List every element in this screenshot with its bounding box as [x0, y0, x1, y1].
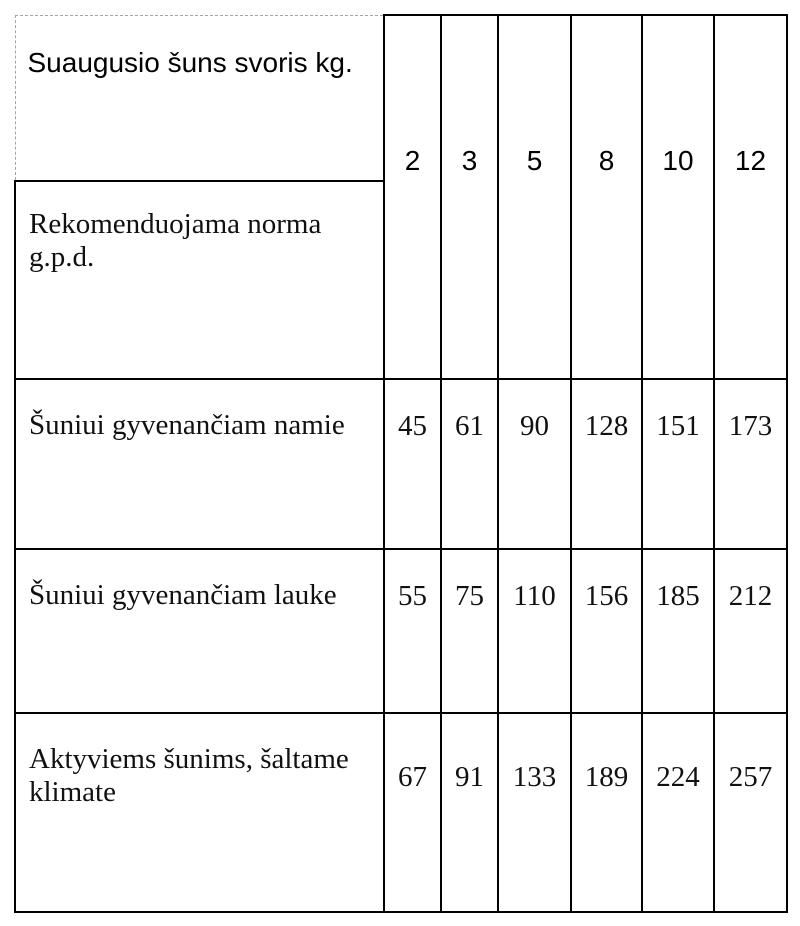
cell-value: 61 [455, 410, 484, 442]
cell-value: 173 [728, 410, 773, 442]
cell-value: 90 [520, 410, 549, 442]
weight-header-label: Suaugusio šuns svoris kg. [27, 46, 353, 78]
value-cell[interactable]: 90 [497, 378, 572, 550]
value-cell[interactable]: 156 [570, 548, 643, 714]
cell-value: 128 [584, 410, 629, 442]
weight-col-12[interactable]: 12 [713, 14, 788, 380]
norm-header-label: Rekomenduojama norma g.p.d. [29, 208, 322, 273]
cell-value: 156 [584, 580, 629, 612]
weight-header-cell[interactable]: Suaugusio šuns svoris kg. [14, 14, 385, 182]
value-cell[interactable]: 67 [383, 712, 442, 913]
dog-food-norm-table: Suaugusio šuns svoris kg. 2 3 5 8 10 12 … [14, 14, 788, 913]
cell-value: 91 [455, 761, 484, 793]
value-cell[interactable]: 212 [713, 548, 788, 714]
value-cell[interactable]: 55 [383, 548, 442, 714]
value-cell[interactable]: 128 [570, 378, 643, 550]
value-cell[interactable]: 45 [383, 378, 442, 550]
weight-col-3[interactable]: 3 [440, 14, 499, 380]
value-cell[interactable]: 91 [440, 712, 499, 913]
value-cell[interactable]: 75 [440, 548, 499, 714]
row-label-cell[interactable]: Aktyviems šunims, šaltame klimate [14, 712, 385, 913]
weight-value: 8 [598, 145, 615, 176]
table-row-namie: Šuniui gyvenančiam namie 45 61 90 128 15… [14, 378, 788, 550]
value-cell[interactable]: 173 [713, 378, 788, 550]
weight-col-2[interactable]: 2 [383, 14, 442, 380]
cell-value: 224 [656, 761, 700, 793]
cell-value: 55 [398, 580, 427, 612]
header-row-weights: Suaugusio šuns svoris kg. 2 3 5 8 10 12 [14, 14, 788, 380]
cell-value: 212 [728, 580, 773, 612]
value-cell[interactable]: 110 [497, 548, 572, 714]
weight-value: 2 [404, 145, 421, 176]
row-label-cell[interactable]: Šuniui gyvenančiam namie [14, 378, 385, 550]
cell-value: 110 [513, 580, 556, 612]
norm-header-cell[interactable]: Rekomenduojama norma g.p.d. [14, 180, 385, 380]
row-label: Šuniui gyvenančiam namie [29, 409, 345, 441]
row-label-cell[interactable]: Šuniui gyvenančiam lauke [14, 548, 385, 714]
cell-value: 185 [656, 580, 700, 612]
weight-col-5[interactable]: 5 [497, 14, 572, 380]
value-cell[interactable]: 189 [570, 712, 643, 913]
cell-value: 75 [455, 580, 484, 612]
value-cell[interactable]: 133 [497, 712, 572, 913]
cell-value: 67 [398, 761, 427, 793]
cell-value: 151 [656, 410, 700, 442]
row-label: Aktyviems šunims, šaltame klimate [29, 743, 349, 808]
value-cell[interactable]: 61 [440, 378, 499, 550]
weight-value: 12 [734, 145, 767, 176]
cell-value: 257 [728, 761, 773, 793]
cell-value: 133 [512, 761, 557, 793]
row-label: Šuniui gyvenančiam lauke [29, 579, 337, 611]
value-cell[interactable]: 151 [641, 378, 715, 550]
table-row-lauke: Šuniui gyvenančiam lauke 55 75 110 156 1… [14, 548, 788, 714]
header-row-norm: Rekomenduojama norma g.p.d. [14, 180, 787, 380]
cell-value: 45 [398, 410, 427, 442]
cell-value: 189 [584, 761, 629, 793]
weight-value: 3 [461, 145, 478, 176]
weight-value: 10 [662, 145, 694, 176]
weight-col-10[interactable]: 10 [641, 14, 715, 380]
value-cell[interactable]: 224 [641, 712, 715, 913]
weight-col-8[interactable]: 8 [570, 14, 643, 380]
value-cell[interactable]: 257 [713, 712, 788, 913]
value-cell[interactable]: 185 [641, 548, 715, 714]
table-row-aktyviems: Aktyviems šunims, šaltame klimate 67 91 … [14, 712, 788, 913]
weight-value: 5 [526, 145, 543, 176]
